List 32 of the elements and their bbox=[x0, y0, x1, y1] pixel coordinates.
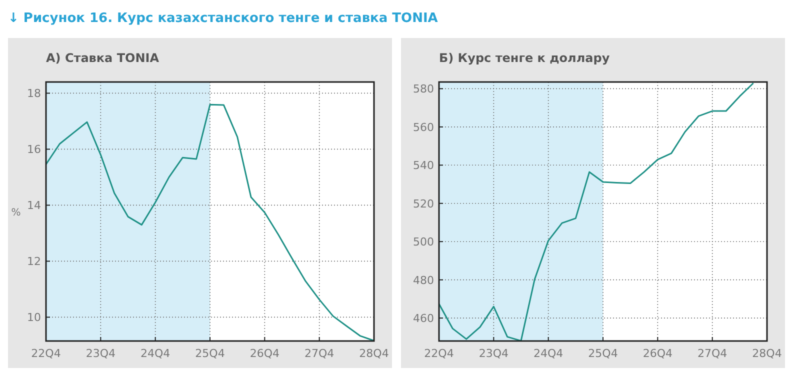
x-tick-label: 24Q4 bbox=[140, 347, 170, 360]
x-tick-label: 22Q4 bbox=[31, 347, 61, 360]
x-tick-label: 28Q4 bbox=[752, 347, 782, 360]
y-tick-label: 500 bbox=[413, 236, 434, 249]
x-tick-label: 25Q4 bbox=[195, 347, 225, 360]
x-tick-label: 27Q4 bbox=[304, 347, 334, 360]
y-tick-label: 480 bbox=[413, 274, 434, 287]
y-axis-title: % bbox=[11, 208, 21, 218]
x-tick-label: 27Q4 bbox=[698, 347, 728, 360]
x-tick-label: 26Q4 bbox=[642, 347, 672, 360]
y-tick-label: 12 bbox=[27, 255, 41, 268]
x-tick-label: 28Q4 bbox=[359, 347, 389, 360]
y-tick-label: 16 bbox=[27, 143, 41, 156]
y-tick-label: 14 bbox=[27, 199, 41, 212]
x-tick-label: 25Q4 bbox=[588, 347, 618, 360]
line-series bbox=[439, 82, 754, 341]
x-tick-label: 26Q4 bbox=[250, 347, 280, 360]
x-tick-label: 24Q4 bbox=[534, 347, 564, 360]
y-tick-label: 460 bbox=[413, 312, 434, 326]
y-tick-label: 540 bbox=[413, 159, 434, 172]
x-tick-label: 22Q4 bbox=[424, 347, 454, 360]
chart-title: А) Ставка TONIA bbox=[46, 51, 160, 65]
y-tick-label: 560 bbox=[413, 120, 434, 134]
x-tick-label: 23Q4 bbox=[478, 347, 508, 360]
line-series bbox=[46, 104, 374, 341]
y-tick-label: 580 bbox=[413, 82, 434, 96]
y-tick-label: 520 bbox=[413, 197, 434, 210]
text: ↓ Рисунок 16. Курс казахстанского тенге и ставка TONIA bbox=[8, 11, 438, 26]
x-tick-label: 23Q4 bbox=[86, 347, 116, 360]
y-tick-label: 18 bbox=[27, 87, 41, 100]
y-tick-label: 10 bbox=[27, 311, 41, 324]
chart-title: Б) Курс тенге к доллару bbox=[439, 51, 610, 65]
